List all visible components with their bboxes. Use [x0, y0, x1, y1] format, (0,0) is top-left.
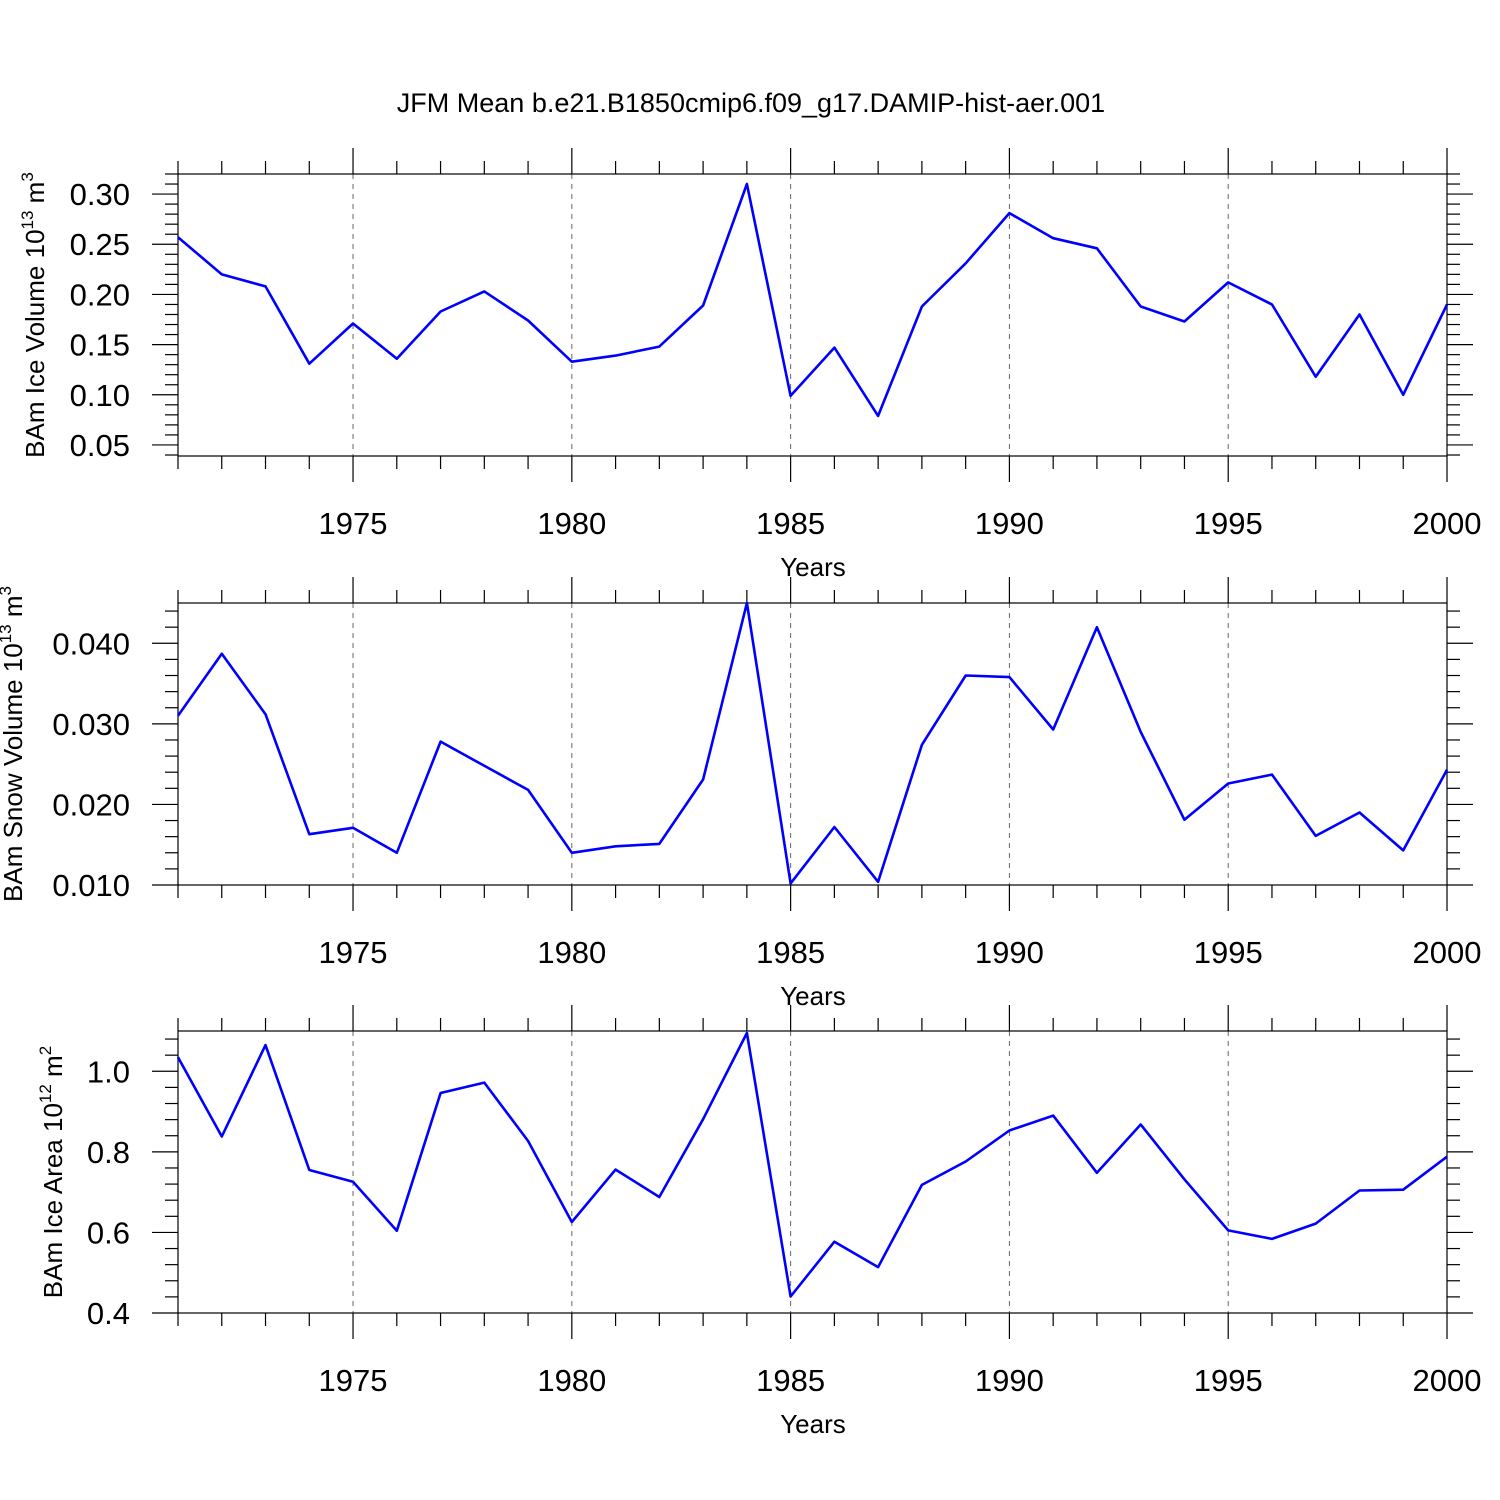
x-tick-label: 1995 — [1194, 935, 1263, 970]
y-axis-label-exponent: 12 — [36, 1084, 55, 1103]
x-tick-label: 1975 — [319, 506, 388, 541]
y-tick-label: 1.0 — [87, 1054, 130, 1089]
x-tick-label: 2000 — [1413, 1363, 1482, 1398]
y-axis-label-main: BAm Snow Volume 10 — [0, 643, 28, 902]
y-axis-label-unit-exponent: 2 — [36, 1046, 55, 1055]
y-axis-label-main: BAm Ice Volume 10 — [20, 229, 50, 457]
series-line — [176, 601, 1449, 885]
y-axis-label-exponent: 13 — [18, 211, 37, 230]
y-axis-label-unit: m — [20, 182, 50, 211]
y-tick-label: 0.030 — [52, 707, 130, 742]
x-tick-label: 1990 — [975, 1363, 1044, 1398]
y-axis-label-main: BAm Ice Area 10 — [38, 1103, 68, 1298]
y-tick-label: 0.4 — [87, 1296, 130, 1331]
y-tick-label: 0.25 — [70, 227, 130, 262]
panel-3: 0.4 0.6 0.8 1.0 1975 1980 1985 1990 1995 2000 Year… — [36, 1005, 1481, 1439]
y-axis-label: BAm Snow Volume 1013 m3 — [0, 586, 28, 902]
y-tick-label: 0.15 — [70, 328, 130, 363]
plot-frame — [177, 173, 1448, 457]
chart-panels: 0.05 0.10 0.15 0.20 0.25 0.30 1975 1980 1985 1990… — [0, 148, 1481, 1439]
x-tick-label: 1980 — [537, 506, 606, 541]
x-tick-label: 1990 — [975, 506, 1044, 541]
y-axis-label: BAm Ice Volume 1013 m3 — [18, 172, 50, 458]
x-tick-label: 1980 — [537, 1363, 606, 1398]
panel-2: 0.010 0.020 0.030 0.040 1975 1980 1985 1990 1995… — [0, 577, 1481, 1011]
y-axis-label-unit-exponent: 3 — [0, 586, 15, 595]
y-tick-label: 0.040 — [52, 626, 130, 661]
y-tick-label: 0.05 — [70, 428, 130, 463]
series-line — [176, 1031, 1448, 1298]
y-axis-label-unit: m — [0, 595, 28, 624]
x-tick-label: 1975 — [319, 1363, 388, 1398]
x-tick-label: 2000 — [1413, 935, 1482, 970]
x-tick-label: 2000 — [1413, 506, 1482, 541]
panel-1: 0.05 0.10 0.15 0.20 0.25 0.30 1975 1980 1985 1990… — [18, 148, 1481, 582]
y-axis-label-exponent: 13 — [0, 624, 15, 643]
x-tick-label: 1980 — [537, 935, 606, 970]
y-tick-label: 0.10 — [70, 378, 130, 413]
plot-frame — [177, 1030, 1448, 1314]
y-axis-label-unit: m — [38, 1055, 68, 1084]
y-tick-label: 0.020 — [52, 787, 130, 822]
y-tick-label: 0.6 — [87, 1215, 130, 1250]
x-axis-label: Years — [780, 1409, 846, 1439]
x-tick-label: 1995 — [1194, 1363, 1263, 1398]
series-line — [177, 182, 1449, 418]
x-tick-label: 1985 — [756, 935, 825, 970]
chart-title: JFM Mean b.e21.B1850cmip6.f09_g17.DAMIP-… — [397, 88, 1105, 118]
y-tick-label: 0.30 — [70, 177, 130, 212]
y-axis-label-unit-exponent: 3 — [18, 172, 37, 181]
x-tick-label: 1990 — [975, 935, 1044, 970]
y-tick-label: 0.20 — [70, 277, 130, 312]
plot-frame — [177, 602, 1448, 886]
x-tick-label: 1975 — [319, 935, 388, 970]
x-tick-label: 1985 — [756, 506, 825, 541]
y-axis-label: BAm Ice Area 1012 m2 — [36, 1046, 68, 1298]
y-tick-label: 0.010 — [52, 868, 130, 903]
y-tick-label: 0.8 — [87, 1135, 130, 1170]
x-tick-label: 1995 — [1194, 506, 1263, 541]
x-tick-label: 1985 — [756, 1363, 825, 1398]
